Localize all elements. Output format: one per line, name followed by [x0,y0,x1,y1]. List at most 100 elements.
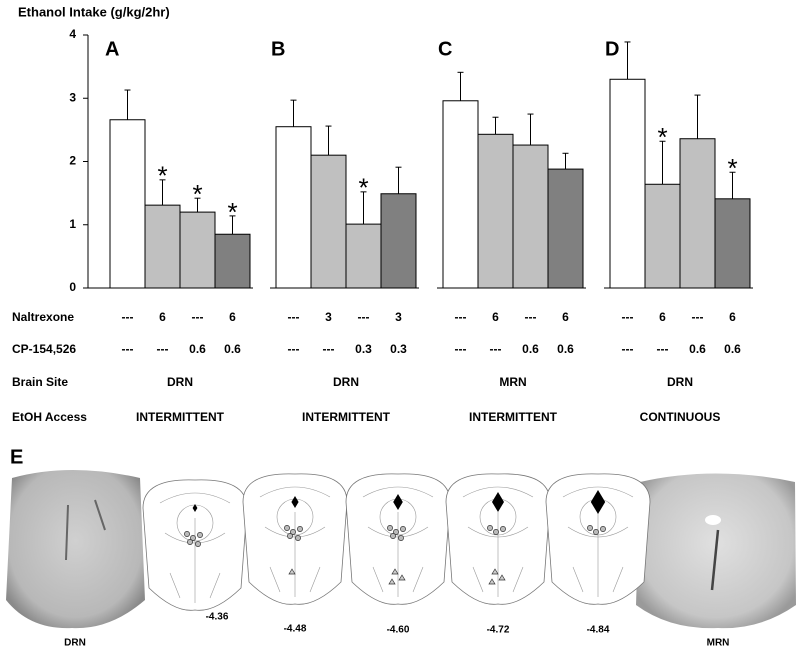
dose-cell: 6 [492,310,499,324]
atlas-detail [259,486,331,597]
etoh-access-cell: CONTINUOUS [640,410,721,424]
injection-site [600,526,606,532]
section-label: -4.48 [284,624,307,635]
dose-cell: 6 [729,310,736,324]
mrn-site [391,568,399,575]
section-label: -4.84 [587,625,610,636]
significance-mark: * [157,161,167,191]
dose-cell: 3 [325,310,332,324]
injection-site [287,533,293,539]
mrn-site [488,578,496,585]
bar [679,138,716,289]
dose-cell: --- [358,310,370,324]
section-label: -4.36 [206,612,229,623]
row-label: CP-154,526 [12,342,76,356]
injection-site [195,541,201,547]
bar [275,126,312,289]
bar [310,154,347,289]
bar [512,144,549,289]
injection-site [398,535,404,541]
panel-label: E [10,446,23,468]
bar [644,183,681,289]
row-label: EtOH Access [12,410,87,424]
photo-detail [705,515,721,525]
injection-site [197,532,203,538]
aqueduct [590,490,606,514]
aqueduct [393,494,403,510]
dose-cell: --- [288,310,300,324]
dose-cell: --- [692,310,704,324]
row-label: Brain Site [12,375,68,389]
aqueduct [492,492,504,512]
panel-label: B [271,38,285,60]
panel-label: A [105,38,119,60]
dose-cell: 0.6 [224,342,241,356]
injection-site [290,529,296,535]
bar [109,119,146,289]
etoh-access-cell: INTERMITTENT [136,410,225,424]
drn-photo [6,470,145,629]
dose-cell: --- [622,310,634,324]
atlas-detail [362,486,434,597]
y-tick-label: 4 [69,27,76,41]
injection-site [493,529,499,535]
dose-cell: --- [288,342,300,356]
brain-site-cell: DRN [667,375,693,389]
bar [380,193,417,289]
significance-mark: * [358,173,368,203]
injection-site [297,526,303,532]
y-tick-label: 0 [69,280,76,294]
brain-photos [6,470,796,629]
injection-site [587,525,593,531]
dose-cell: 3 [395,310,402,324]
y-tick-label: 1 [69,217,76,231]
injection-site [593,529,599,535]
y-tick-label: 2 [69,154,76,168]
atlas-detail [562,486,634,597]
significance-mark: * [727,153,737,183]
brain-site-cell: MRN [499,375,526,389]
brain-site-cell: DRN [333,375,359,389]
aqueduct [192,504,198,512]
injection-site [487,525,493,531]
bar [547,168,584,289]
photo-detail [65,499,106,561]
injection-site [190,535,196,541]
dose-cell: 6 [659,310,666,324]
atlas-detail [462,486,534,597]
panel-label: D [605,38,619,60]
dose-cell: --- [122,342,134,356]
bar [714,198,751,289]
dose-cell: --- [192,310,204,324]
injection-site [284,525,290,531]
dose-cell: 0.6 [522,342,539,356]
brain-site-cell: DRN [167,375,193,389]
section-label: -4.72 [487,625,510,636]
mrn-site [498,574,506,581]
injection-site [295,535,301,541]
dose-cell: --- [455,342,467,356]
dose-cell: 0.6 [724,342,741,356]
dose-cell: 6 [159,310,166,324]
injection-site [400,526,406,532]
dose-cell: 6 [229,310,236,324]
dose-cell: --- [157,342,169,356]
bar [144,204,181,289]
bar [442,100,479,289]
aqueduct [291,496,299,508]
significance-mark: * [227,197,237,227]
injection-site [184,531,190,537]
injection-site [187,539,193,545]
dose-cell: 0.6 [557,342,574,356]
bar [345,223,382,289]
y-axis-label: Ethanol Intake (g/kg/2hr) [18,4,170,19]
significance-mark: * [192,179,202,209]
image-label: DRN [64,638,86,649]
mrn-site [288,568,296,575]
row-label: Naltrexone [12,310,74,324]
dose-cell: --- [323,342,335,356]
dose-cell: 0.3 [355,342,372,356]
dose-cell: 6 [562,310,569,324]
mrn-site [491,568,499,575]
